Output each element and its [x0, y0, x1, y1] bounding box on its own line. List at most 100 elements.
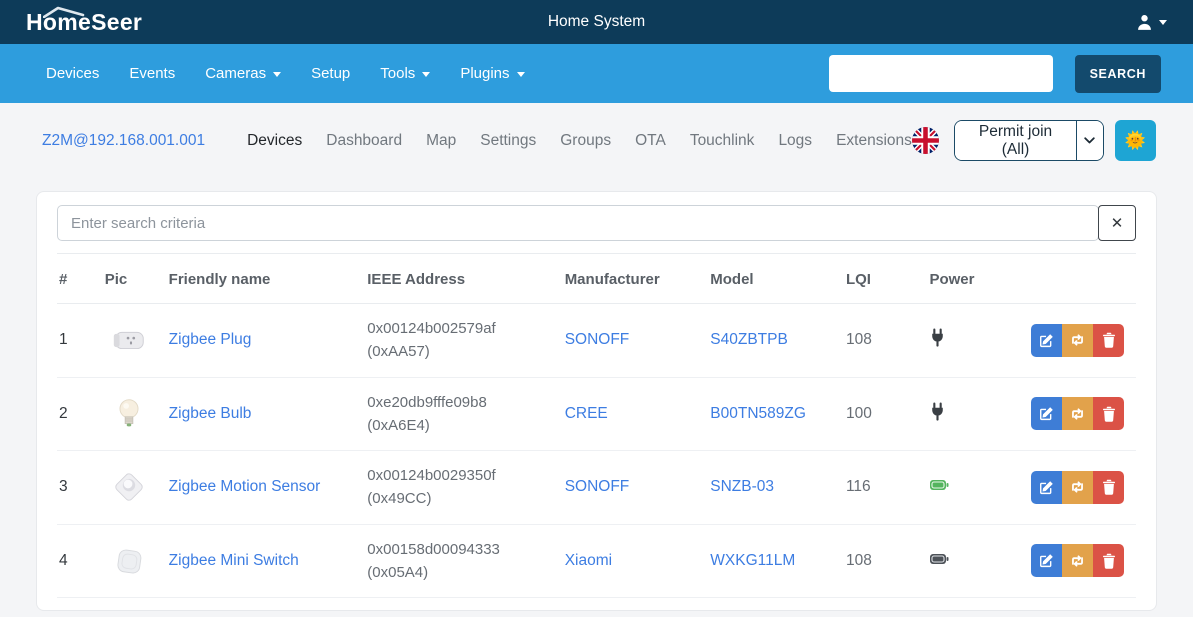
search-button[interactable]: SEARCH [1074, 54, 1161, 93]
delete-button[interactable] [1093, 544, 1124, 578]
device-link[interactable]: Zigbee Plug [168, 331, 252, 349]
caret-down-icon [273, 72, 282, 77]
device-search-input[interactable] [57, 205, 1099, 241]
caret-down-icon [516, 72, 525, 77]
col-number: # [57, 253, 99, 304]
reconfigure-icon [1072, 334, 1083, 346]
tab-extensions[interactable]: Extensions [836, 131, 912, 149]
tab-settings[interactable]: Settings [480, 131, 537, 149]
col-manufacturer: Manufacturer [558, 253, 705, 304]
row-actions [1031, 544, 1124, 578]
model-link[interactable]: WXKG11LM [710, 551, 796, 569]
battery-icon [930, 553, 949, 564]
lqi-value: 108 [845, 331, 872, 349]
table-row: 1 Zigbee Plug 0x00124b002579af (0xAA57) S… [57, 304, 1136, 378]
nav-item-tools[interactable]: Tools [380, 65, 431, 82]
reconfigure-icon [1072, 481, 1083, 493]
z2m-subnav: Z2M@192.168.001.001 Devices Dashboard Ma… [0, 103, 1193, 178]
edit-icon [1040, 333, 1053, 347]
edit-icon [1040, 480, 1053, 494]
reconfigure-button[interactable] [1062, 323, 1093, 357]
sun-icon: 🌞 [1124, 130, 1146, 150]
row-actions [1031, 397, 1124, 431]
global-search-input[interactable] [828, 55, 1053, 92]
nav-item-cameras[interactable]: Cameras [205, 65, 282, 82]
col-friendly-name: Friendly name [162, 253, 362, 304]
nav-item-events[interactable]: Events [129, 65, 176, 82]
edit-button[interactable] [1031, 470, 1062, 504]
edit-button[interactable] [1031, 323, 1062, 357]
col-ieee-address: IEEE Address [361, 253, 559, 304]
reconfigure-icon [1072, 555, 1083, 567]
reconfigure-button[interactable] [1062, 397, 1093, 431]
homeseer-logo[interactable]: HomeSeer [26, 6, 142, 36]
manufacturer-link[interactable]: SONOFF [564, 478, 630, 496]
permit-join-button[interactable]: Permit join (All) [954, 121, 1077, 160]
uk-flag-icon[interactable] [911, 127, 939, 154]
subnav-tabs: Devices Dashboard Map Settings Groups OT… [247, 132, 912, 150]
device-link[interactable]: Zigbee Mini Switch [168, 551, 299, 569]
col-actions [1025, 253, 1136, 304]
ieee-address: 0x00124b0029350f (0x49CC) [367, 467, 496, 508]
mini-switch-image [105, 542, 153, 580]
tab-dashboard[interactable]: Dashboard [326, 131, 403, 149]
row-number: 3 [57, 450, 99, 524]
edit-button[interactable] [1031, 397, 1062, 431]
edit-icon [1040, 407, 1053, 421]
delete-button[interactable] [1093, 470, 1124, 504]
device-search-row: ✕ [57, 205, 1136, 241]
trash-icon [1102, 553, 1115, 569]
tab-logs[interactable]: Logs [778, 131, 813, 149]
table-row: 4 Zigbee Mini Switch 0x00158d00094333 (0x… [57, 523, 1136, 598]
tab-groups[interactable]: Groups [560, 131, 612, 149]
theme-toggle-button[interactable]: 🌞 [1114, 120, 1156, 161]
chevron-down-icon [1084, 137, 1096, 144]
roof-icon [43, 6, 85, 18]
tab-touchlink[interactable]: Touchlink [689, 131, 755, 149]
trash-icon [1102, 480, 1115, 496]
row-actions [1031, 470, 1124, 504]
device-table: # Pic Friendly name IEEE Address Manufac… [57, 253, 1136, 598]
manufacturer-link[interactable]: SONOFF [564, 331, 630, 349]
edit-icon [1040, 554, 1053, 568]
reconfigure-button[interactable] [1062, 470, 1093, 504]
tab-devices[interactable]: Devices [247, 131, 303, 149]
lqi-value: 116 [839, 450, 924, 524]
edit-button[interactable] [1031, 544, 1062, 578]
person-icon [1138, 14, 1151, 30]
table-header-row: # Pic Friendly name IEEE Address Manufac… [57, 253, 1136, 304]
device-link[interactable]: Zigbee Motion Sensor [168, 478, 321, 496]
plug-icon [932, 402, 944, 421]
manufacturer-link[interactable]: Xiaomi [564, 551, 613, 569]
nav-item-setup[interactable]: Setup [311, 65, 351, 82]
close-icon: ✕ [1110, 215, 1124, 232]
subnav-controls: Permit join (All) 🌞 [911, 120, 1156, 161]
nav-search-area: SEARCH [828, 54, 1161, 93]
tab-ota[interactable]: OTA [635, 131, 666, 149]
nav-item-devices[interactable]: Devices [46, 65, 100, 82]
model-link[interactable]: B00TN589ZG [710, 404, 806, 422]
model-link[interactable]: SNZB-03 [710, 478, 775, 496]
permit-join-dropdown-toggle[interactable] [1076, 121, 1103, 160]
ieee-address: 0x00124b002579af (0xAA57) [367, 320, 496, 361]
user-menu-button[interactable] [1135, 13, 1167, 32]
tab-map[interactable]: Map [426, 131, 457, 149]
row-number: 2 [57, 376, 99, 451]
reconfigure-button[interactable] [1062, 544, 1093, 578]
smart-plug-image [105, 321, 153, 359]
model-link[interactable]: S40ZBTPB [710, 331, 788, 349]
trash-icon [1102, 333, 1115, 349]
table-row: 3 Zigbee Motion Sensor 0x00124b0029350f(… [57, 450, 1136, 524]
clear-search-button[interactable]: ✕ [1098, 205, 1136, 241]
bridge-link[interactable]: Z2M@192.168.001.001 [42, 131, 206, 149]
manufacturer-link[interactable]: CREE [564, 404, 608, 422]
row-number: 1 [59, 331, 68, 349]
delete-button[interactable] [1093, 397, 1124, 431]
devices-card: ✕ # Pic Friendly name IEEE Address Manuf… [36, 191, 1157, 611]
ieee-address: 0x00158d00094333 (0x05A4) [367, 540, 500, 581]
light-bulb-image [105, 395, 153, 433]
plug-icon [932, 328, 944, 347]
device-link[interactable]: Zigbee Bulb [168, 404, 252, 422]
delete-button[interactable] [1093, 323, 1124, 357]
nav-item-plugins[interactable]: Plugins [460, 65, 525, 82]
